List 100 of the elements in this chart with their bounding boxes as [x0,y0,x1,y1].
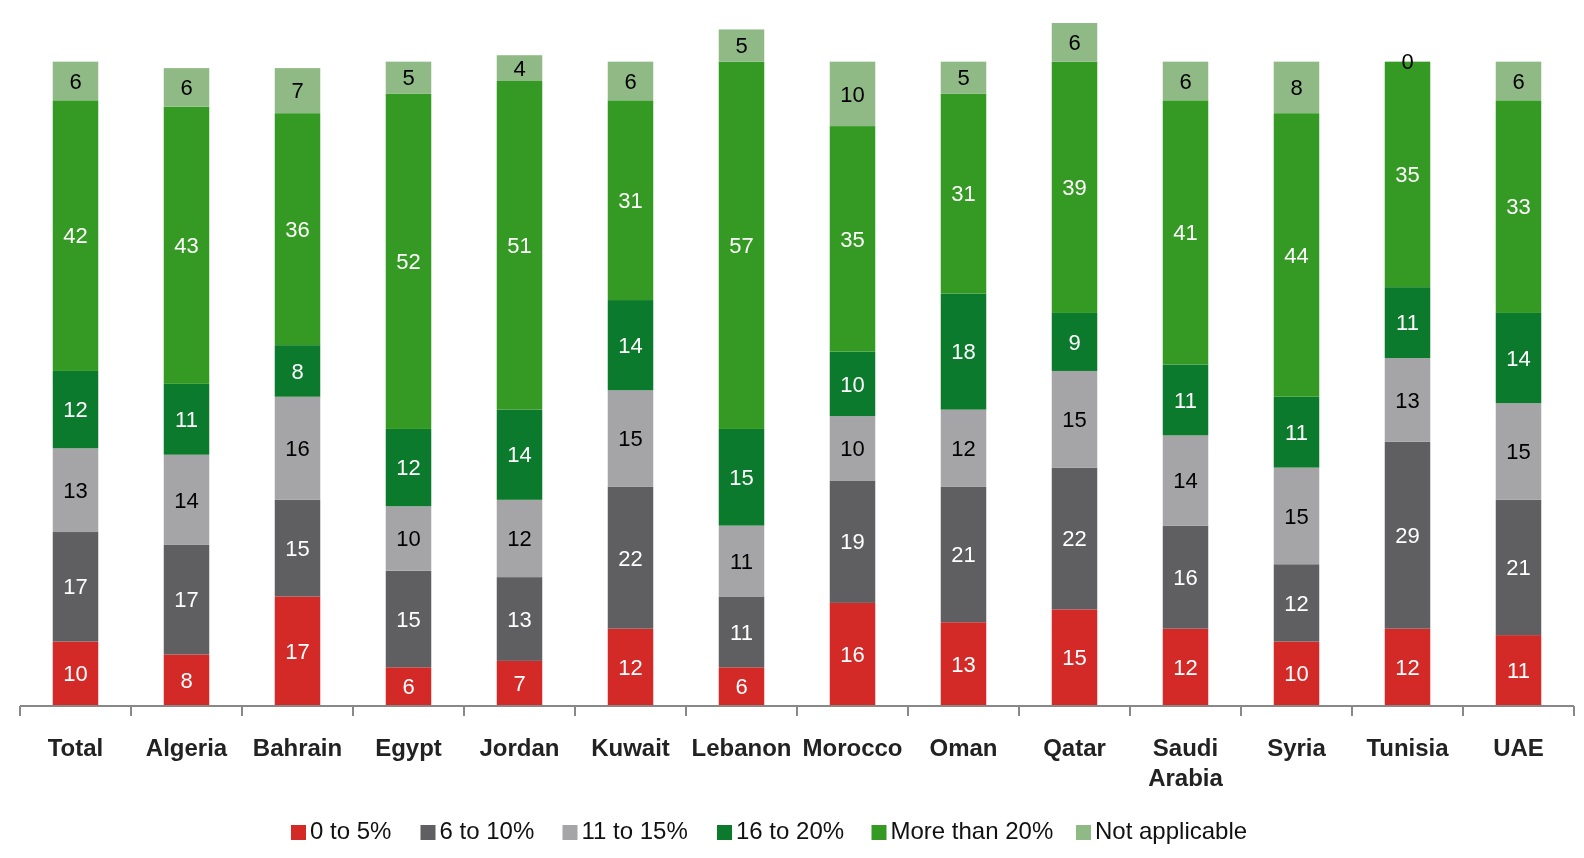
bar [1162,364,1209,436]
data-label: 21 [951,542,976,568]
data-label: 11 [1285,419,1308,445]
legend-label: More than 20% [890,817,1054,844]
bar [1273,641,1320,706]
data-label: 36 [285,216,310,242]
data-label: 8 [1290,75,1303,101]
data-label: 11 [1174,387,1197,413]
bar [1162,525,1209,629]
data-label: 16 [285,435,310,461]
bar [163,544,210,655]
data-label: 11 [175,406,198,432]
data-label: 12 [951,435,976,461]
bar [163,654,210,706]
bar [385,570,432,668]
bar [1273,61,1320,114]
bar [1495,403,1542,500]
bar [1384,628,1431,706]
data-label: 42 [63,223,88,249]
bar [496,55,543,81]
data-label: 11 [1396,310,1419,336]
data-label: 5 [957,65,970,91]
data-label: 14 [1506,345,1531,371]
bar [829,351,876,417]
bar [163,383,210,455]
x-tick-label: Saudi Arabia [1148,734,1224,791]
bar [52,370,99,449]
bar [718,525,765,597]
data-label: 19 [840,529,865,555]
bar [52,448,99,533]
data-label: 12 [63,397,88,423]
legend-label: 0 to 5% [310,817,392,844]
legend-label: 11 to 15% [581,817,688,844]
bar [1162,628,1209,706]
data-label: 43 [174,233,199,258]
bar [607,486,654,629]
data-label: 14 [174,487,199,513]
bar [607,628,654,706]
bar [52,100,99,371]
data-label: 31 [618,187,643,213]
data-label: 15 [729,464,754,490]
bar [1384,287,1431,359]
data-label: 7 [291,78,304,104]
data-label: 6 [735,674,748,700]
legend-label: 6 to 10% [439,817,535,844]
bar [829,480,876,603]
bar [496,80,543,410]
data-label: 9 [1068,329,1081,355]
data-label: 15 [1062,645,1087,671]
data-label: 15 [396,606,421,632]
bar [163,106,210,384]
bar [829,126,876,352]
data-label: 6 [1512,68,1525,94]
data-label: 16 [840,642,865,668]
data-label: 6 [180,75,193,101]
bar [718,61,765,429]
x-tick-label: Jordan [479,734,560,761]
data-label: 35 [1395,162,1420,188]
data-label: 12 [1284,590,1309,616]
data-label: 10 [840,371,865,397]
bar [718,667,765,706]
bar [940,622,987,706]
bar [52,532,99,642]
data-label: 52 [396,249,421,275]
data-label: 10 [63,661,88,687]
data-label: 12 [1173,655,1198,681]
data-label: 11 [730,619,753,645]
bar [163,454,210,545]
bar [829,416,876,481]
x-tick-label: UAE [1493,734,1544,761]
data-label: 15 [1062,406,1087,432]
bar [829,602,876,706]
data-label: 57 [729,233,754,258]
bar [1384,358,1431,442]
data-label: 11 [730,548,753,574]
bar [385,667,432,706]
bar [52,61,99,101]
bar [274,499,321,597]
bar [718,428,765,526]
data-label: 10 [840,81,865,107]
bar [274,68,321,114]
data-label: 13 [1395,387,1420,413]
data-label: 14 [1173,468,1198,494]
bar [940,486,987,623]
data-label: 35 [840,226,865,252]
data-label: 12 [1395,655,1420,681]
bar [607,390,654,487]
data-label: 17 [174,587,199,613]
data-label: 39 [1062,175,1087,201]
data-label: 44 [1284,242,1309,268]
data-label: 6 [1068,30,1081,56]
data-label: 15 [1506,439,1531,465]
legend-label: 16 to 20% [736,817,845,844]
data-label: 6 [402,674,415,700]
bar [1495,312,1542,404]
bar [1162,100,1209,365]
data-label: 10 [1284,661,1309,687]
bar [940,409,987,487]
bar [274,396,321,500]
data-label: 12 [618,655,643,681]
